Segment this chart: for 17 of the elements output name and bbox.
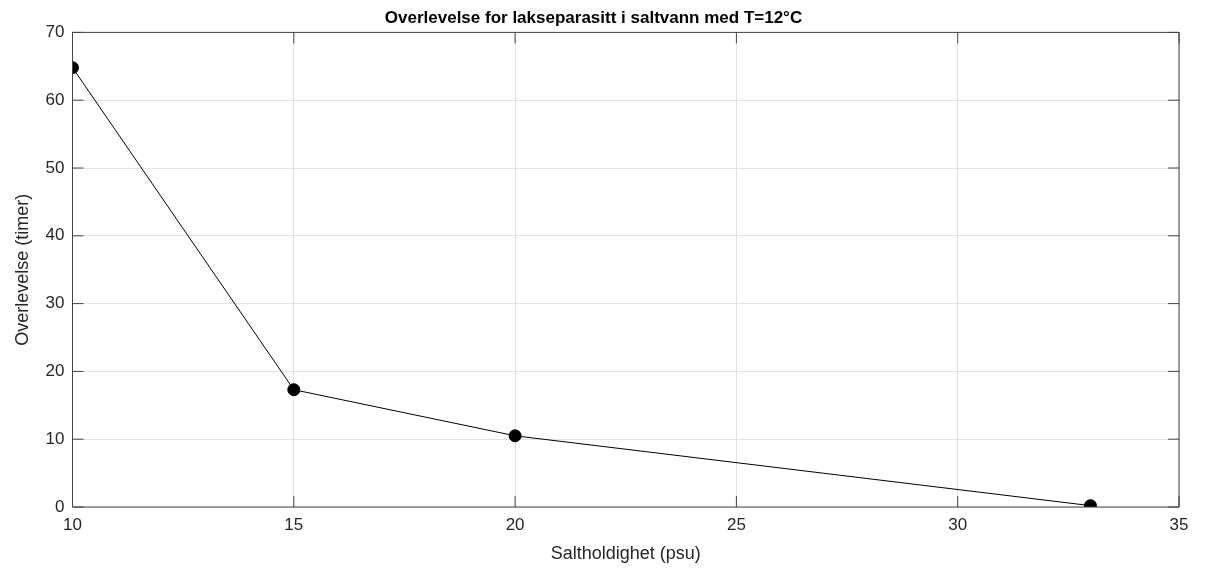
y-tick-label: 70	[45, 22, 65, 42]
y-tick-label: 0	[55, 496, 65, 516]
y-tick-label: 10	[45, 428, 65, 448]
y-tick-label: 50	[45, 157, 65, 177]
y-tick-label: 60	[45, 89, 65, 109]
y-tick-label: 40	[45, 225, 65, 245]
y-tick-label: 30	[45, 293, 65, 313]
x-tick-label: 25	[726, 514, 746, 534]
x-tick-label: 20	[505, 514, 525, 534]
x-tick-label: 35	[1169, 514, 1189, 534]
y-axis-title: Overlevelse (timer)	[11, 193, 32, 346]
x-tick-label: 10	[63, 514, 82, 534]
x-axis-title: Saltholdighet (psu)	[550, 543, 701, 564]
x-tick-label: 30	[948, 514, 968, 534]
y-tick-label: 20	[45, 361, 65, 381]
x-tick-label: 15	[284, 514, 304, 534]
chart-title: Overlevelse for lakseparasitt i saltvann med T=12°C	[384, 7, 803, 27]
